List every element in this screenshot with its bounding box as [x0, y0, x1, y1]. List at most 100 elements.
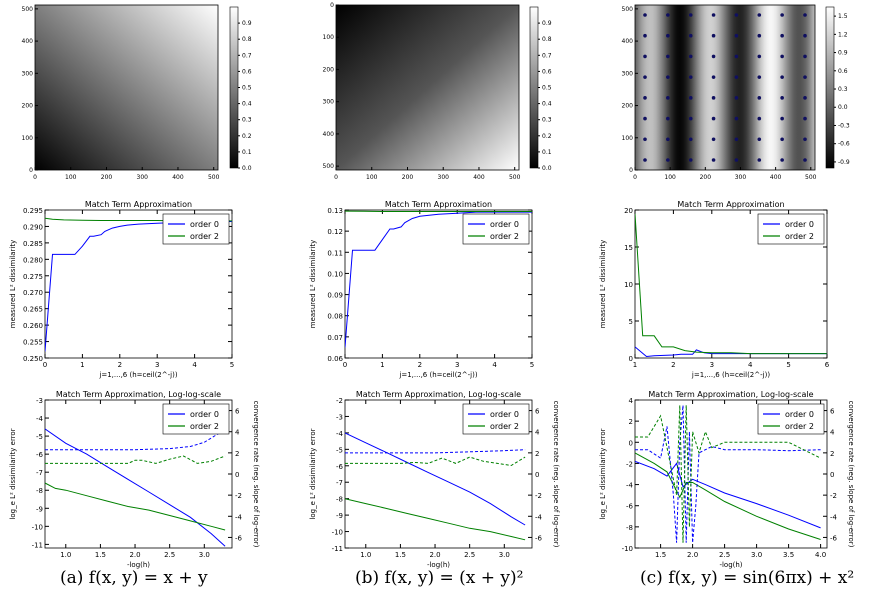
- sample-dot: [803, 96, 807, 100]
- sample-dot: [711, 137, 716, 142]
- sample-dot: [643, 54, 647, 59]
- y-right-tick-label: -6: [535, 534, 543, 542]
- y-tick-label: 0: [629, 167, 633, 174]
- y-tick-label: 5: [629, 318, 633, 326]
- y-tick-label: -4: [626, 482, 634, 490]
- y-tick-label: -8: [36, 487, 43, 495]
- legend-box: [462, 213, 530, 245]
- sample-dot: [757, 75, 762, 79]
- plot-series-area: [45, 428, 226, 547]
- y-tick-label: 500: [22, 6, 34, 13]
- line-panel-a-mid: Match Term Approximation 0 1 2 3 4 5 0.250 0.255…: [9, 200, 234, 379]
- y-tick-label: 500: [622, 6, 634, 13]
- legend-label: order 2: [785, 232, 814, 241]
- y-tick-label: 300: [622, 70, 634, 77]
- x-tick-label: 200: [101, 174, 113, 181]
- y-tick-label: 400: [622, 38, 634, 45]
- legend-label: order 0: [785, 410, 814, 419]
- y-tick-label: 0.295: [23, 207, 43, 215]
- x-tick-label: 3: [710, 361, 714, 369]
- sample-dot: [711, 116, 716, 121]
- y-right-axis-label: convergence rate (neg. slope of log-erro…: [552, 401, 560, 548]
- sample-dot: [803, 13, 807, 17]
- legend-label: order 2: [190, 232, 219, 241]
- sample-dot: [757, 13, 762, 17]
- legend-label: order 0: [190, 410, 219, 419]
- sample-dot: [711, 13, 716, 17]
- sample-dot: [666, 75, 670, 79]
- x-tick-label: 6: [825, 361, 830, 369]
- sample-dot: [688, 33, 693, 38]
- series-line-order-0: [345, 432, 526, 526]
- y-tick-label: 15: [624, 244, 633, 252]
- x-tick-label: 300: [735, 174, 747, 181]
- y-right-tick-label: -2: [830, 492, 837, 500]
- legend: order 0 order 2: [162, 403, 230, 435]
- x-tick-label: 5: [530, 361, 534, 369]
- sample-dot: [734, 158, 739, 162]
- y-axis-label: log_e L² dissimilarity error: [9, 428, 17, 519]
- sample-dot: [643, 158, 647, 162]
- series-line-order-2: [635, 452, 821, 540]
- y-tick-label: -5: [336, 446, 343, 454]
- y-tick-label: 0.07: [327, 334, 343, 342]
- sample-dot: [757, 116, 762, 121]
- legend-label: order 2: [490, 422, 519, 431]
- x-tick-label: 3: [455, 361, 459, 369]
- series-line-order-0-rate: [345, 449, 526, 454]
- colorbar-tick-label: 0.8: [242, 36, 252, 43]
- x-tick-label: 2: [118, 361, 122, 369]
- y-tick-label: -6: [626, 503, 634, 511]
- y-tick-label: -10: [622, 545, 633, 553]
- sample-dot: [780, 137, 784, 142]
- sample-dot: [803, 33, 807, 38]
- y-right-tick-label: -6: [830, 534, 838, 542]
- legend: order 0 order 2: [757, 213, 825, 245]
- y-tick-label: -9: [336, 512, 343, 520]
- colorbar-tick-label: 0.7: [542, 52, 552, 59]
- y-right-tick-label: 0: [830, 471, 834, 479]
- colorbar-tick-label: 0.3: [838, 86, 848, 93]
- heatmap-panel-c: 0 100 200 300 400 500 0 100 200 300 400 500 -0.9 -0.6…: [622, 4, 850, 181]
- y-tick-label: -10: [32, 523, 43, 531]
- y-tick-label: 0.265: [23, 306, 43, 314]
- x-axis-label: j=1,...,6 (h=ceil(2^-j)): [691, 371, 770, 379]
- x-tick-label: 5: [230, 361, 234, 369]
- plot-series-area: [635, 213, 827, 358]
- y-axis-label: log_e L² dissimilarity error: [309, 428, 317, 519]
- x-tick-label: 4.0: [815, 551, 826, 559]
- colorbar-tick-label: 0.2: [242, 133, 252, 140]
- sample-dot: [757, 158, 762, 162]
- legend-box: [162, 403, 230, 435]
- x-tick-label: 2: [671, 361, 675, 369]
- y-tick-label: 0.255: [23, 339, 43, 347]
- line-panel-b-mid: Match Term Approximation 0 1 2 3 4 5 0.06 0.07 0.…: [309, 200, 534, 379]
- sample-dot: [666, 13, 670, 17]
- y-tick-label: 100: [622, 135, 634, 142]
- sample-dot: [757, 54, 762, 59]
- x-tick-label: 3.0: [199, 551, 210, 559]
- series-line-order-0: [345, 211, 532, 348]
- sample-dot: [666, 158, 670, 162]
- y-tick-label: -8: [626, 524, 633, 532]
- y-right-axis-label: convergence rate (neg. slope of log-erro…: [847, 401, 855, 548]
- series-line-order-2-rate: [635, 405, 821, 543]
- x-tick-label: 3: [155, 361, 159, 369]
- y-right-tick-label: 4: [535, 429, 540, 437]
- y-tick-label: 0.285: [23, 240, 43, 248]
- y-tick-label: 0.250: [23, 355, 43, 363]
- sample-dot: [803, 137, 807, 142]
- colorbar-tick-label: 0.6: [838, 68, 848, 75]
- legend: order 0 order 2: [462, 403, 530, 435]
- y-tick-label: -8: [336, 496, 343, 504]
- colorbar-tick-label: 0.0: [242, 165, 252, 172]
- heatmap-image: [335, 4, 520, 171]
- y-tick-label: 0.09: [327, 292, 343, 300]
- colorbar: [529, 6, 539, 169]
- x-tick-label: 100: [664, 174, 676, 181]
- y-tick-label: 200: [323, 66, 335, 73]
- y-tick-label: 0: [29, 167, 33, 174]
- sample-dot: [757, 96, 762, 100]
- x-tick-label: 1: [80, 361, 84, 369]
- legend: order 0 order 2: [162, 213, 230, 245]
